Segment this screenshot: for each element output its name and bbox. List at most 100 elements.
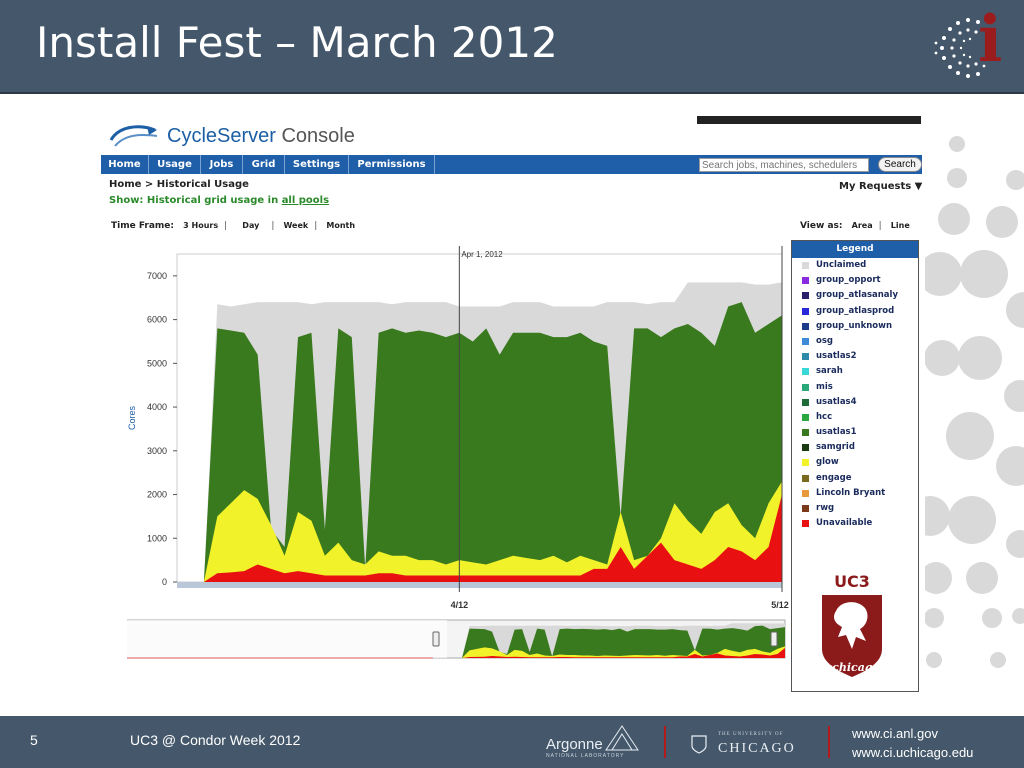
legend-item[interactable]: usatlas1 bbox=[792, 425, 918, 440]
date-annotation: Apr 1, 2012 bbox=[461, 250, 503, 259]
navigator-handle-left bbox=[432, 631, 440, 647]
navigator-area bbox=[447, 625, 785, 658]
viewas-area[interactable]: Area bbox=[851, 221, 873, 230]
legend-label: Unclaimed bbox=[816, 260, 867, 270]
legend-item[interactable]: sarah bbox=[792, 364, 918, 379]
legend-item[interactable]: Unavailable bbox=[792, 516, 918, 531]
y-tick-label: 7000 bbox=[147, 271, 167, 281]
chart-axes: 0 1000 2000 3000 4000 5000 6000 7000 Cores Apr 1,… bbox=[127, 246, 789, 610]
legend-label: Unavailable bbox=[816, 518, 873, 529]
legend-label: osg bbox=[816, 335, 833, 346]
legend-item[interactable]: osg bbox=[792, 334, 918, 349]
legend-label: rwg bbox=[816, 503, 835, 513]
legend-label: group_unknown bbox=[816, 320, 893, 331]
legend-swatch bbox=[802, 277, 809, 285]
footer-url-ci-anl[interactable]: www.ci.anl.gov bbox=[852, 726, 938, 741]
viewas-line[interactable]: Line bbox=[890, 221, 910, 230]
logo-text-light: Console bbox=[275, 125, 355, 147]
y-tick-label: 2000 bbox=[147, 490, 167, 500]
legend-item[interactable]: group_unknown bbox=[792, 319, 918, 334]
footer-caption: UC3 @ Condor Week 2012 bbox=[130, 732, 301, 748]
navigator-area bbox=[447, 647, 785, 658]
legend-item[interactable]: group_opport bbox=[792, 273, 918, 288]
search-button[interactable]: Search bbox=[878, 157, 922, 172]
nav-jobs[interactable]: Jobs bbox=[201, 155, 243, 174]
nav-permissions[interactable]: Permissions bbox=[349, 155, 435, 174]
search-input[interactable] bbox=[699, 158, 869, 172]
legend-swatch bbox=[802, 520, 809, 528]
footer-separator bbox=[828, 726, 830, 758]
area-usatlas1 bbox=[177, 302, 782, 582]
navigator-mask bbox=[127, 620, 447, 658]
footer-urls: www.ci.anl.gov www.ci.uchicago.edu bbox=[852, 724, 973, 762]
argonne-logo: Argonne NATIONAL LABORATORY bbox=[546, 722, 646, 760]
uchicago-logo: THE UNIVERSITY OF CHICAGO bbox=[690, 730, 810, 760]
chart-navigator bbox=[127, 619, 786, 659]
y-axis-label: Cores bbox=[127, 406, 137, 431]
footer-separator bbox=[664, 726, 666, 758]
legend-item[interactable]: samgrid bbox=[792, 440, 918, 455]
chart-areas bbox=[177, 282, 782, 582]
legend-swatch bbox=[802, 489, 809, 497]
legend-swatch bbox=[802, 337, 809, 345]
chart-legend: Legend Unclaimed group_opport group_atlasa… bbox=[791, 240, 919, 692]
legend-label: hcc bbox=[816, 411, 833, 422]
main-nav: Home Usage Jobs Grid Settings Permission… bbox=[101, 155, 922, 174]
timeframe-day[interactable]: Day bbox=[242, 221, 260, 230]
area-glow bbox=[177, 481, 782, 582]
uchicago-logo-text: CHICAGO bbox=[718, 741, 796, 756]
nav-settings[interactable]: Settings bbox=[285, 155, 349, 174]
timeframe-month[interactable]: Month bbox=[326, 221, 356, 230]
uchicago-logo-small: THE UNIVERSITY OF bbox=[718, 732, 784, 737]
cycleserver-logo: CycleServer Console bbox=[107, 122, 367, 152]
navigator-area bbox=[447, 646, 785, 658]
timeframe-3hours[interactable]: 3 Hours bbox=[183, 221, 219, 230]
x-tick-label: 4/12 bbox=[451, 600, 469, 610]
x-tick-label: 5/12 bbox=[771, 600, 789, 610]
legend-swatch bbox=[802, 322, 809, 330]
y-tick-label: 5000 bbox=[147, 358, 167, 368]
nav-home[interactable]: Home bbox=[101, 155, 149, 174]
ci-dots-icon bbox=[934, 18, 986, 78]
slide-title: Install Fest – March 2012 bbox=[36, 18, 558, 67]
argonne-logo-subtitle: NATIONAL LABORATORY bbox=[546, 753, 625, 759]
my-requests-menu[interactable]: My Requests ▼ bbox=[839, 181, 923, 192]
legend-item[interactable]: rwg bbox=[792, 501, 918, 516]
usage-chart: 0 1000 2000 3000 4000 5000 6000 7000 Cores Apr 1,… bbox=[127, 246, 789, 659]
legend-item[interactable]: usatlas4 bbox=[792, 395, 918, 410]
svg-text:UC3: UC3 bbox=[834, 572, 870, 591]
legend-item[interactable]: glow bbox=[792, 455, 918, 470]
y-tick-label: 4000 bbox=[147, 402, 167, 412]
timeframe-week[interactable]: Week bbox=[283, 221, 309, 230]
view-as-selector: View as: Area | Line bbox=[800, 221, 916, 231]
legend-item[interactable]: hcc bbox=[792, 410, 918, 425]
legend-swatch bbox=[802, 368, 809, 376]
legend-item[interactable]: usatlas2 bbox=[792, 349, 918, 364]
legend-item[interactable]: engage bbox=[792, 471, 918, 486]
legend-item[interactable]: Unclaimed bbox=[792, 258, 918, 273]
legend-swatch bbox=[802, 353, 809, 361]
legend-item[interactable]: mis bbox=[792, 380, 918, 395]
svg-text:uchicago: uchicago bbox=[824, 661, 880, 674]
legend-item[interactable]: group_atlasprod bbox=[792, 304, 918, 319]
ci-logo: i bbox=[930, 2, 1012, 84]
legend-label: sarah bbox=[816, 366, 843, 377]
legend-item[interactable]: group_atlasanaly bbox=[792, 288, 918, 303]
nav-grid[interactable]: Grid bbox=[243, 155, 285, 174]
y-tick-label: 6000 bbox=[147, 315, 167, 325]
footer-url-ci-uchicago[interactable]: www.ci.uchicago.edu bbox=[852, 745, 974, 760]
legend-swatch bbox=[802, 444, 809, 452]
show-line: Show: Historical grid usage in all pools bbox=[109, 195, 329, 206]
legend-swatch bbox=[802, 262, 809, 269]
breadcrumb: Home > Historical Usage bbox=[109, 179, 249, 190]
legend-swatch bbox=[802, 398, 809, 406]
legend-swatch bbox=[802, 429, 809, 437]
timeframe-label: Time Frame: bbox=[111, 221, 175, 231]
legend-label: group_atlasanaly bbox=[816, 290, 898, 301]
nav-usage[interactable]: Usage bbox=[149, 155, 201, 174]
argonne-triangle-icon bbox=[605, 725, 639, 751]
legend-label: usatlas4 bbox=[816, 396, 857, 407]
legend-item[interactable]: Lincoln Bryant bbox=[792, 486, 918, 501]
all-pools-link[interactable]: all pools bbox=[281, 195, 330, 206]
